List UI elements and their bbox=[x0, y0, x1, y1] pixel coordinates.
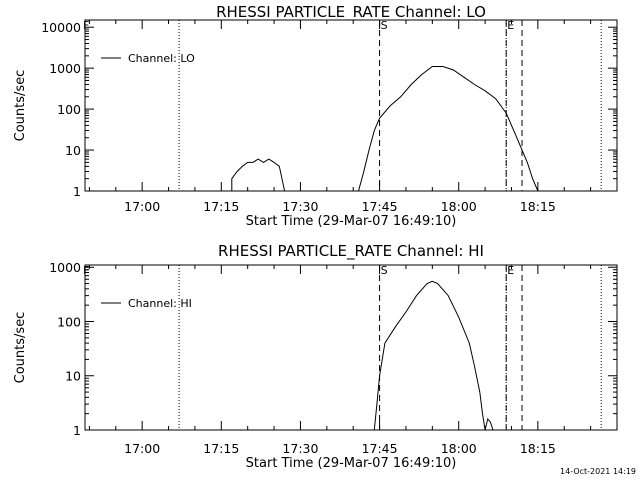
x-tick-label: 17:30 bbox=[282, 199, 318, 214]
y-tick-label: 1000 bbox=[49, 61, 81, 76]
x-tick-label: 18:15 bbox=[520, 199, 556, 214]
x-tick-label: 18:00 bbox=[441, 199, 477, 214]
x-tick-label: 17:30 bbox=[282, 441, 318, 456]
y-tick-label: 1000 bbox=[49, 260, 81, 275]
legend-entry: Channel: LO bbox=[128, 52, 195, 65]
y-tick-label: 1 bbox=[73, 184, 81, 199]
corner-marker: F bbox=[83, 264, 89, 277]
x-tick-label: 17:00 bbox=[124, 199, 160, 214]
x-tick-label: 17:45 bbox=[362, 199, 398, 214]
series-line bbox=[231, 158, 286, 192]
series-line bbox=[358, 66, 539, 192]
marker-label: E bbox=[507, 19, 514, 32]
y-tick-label: 10 bbox=[65, 143, 81, 158]
corner-marker: F bbox=[83, 19, 89, 32]
y-axis-label: Counts/sec bbox=[13, 70, 28, 142]
y-tick-label: 100 bbox=[57, 102, 81, 117]
x-tick-label: 18:15 bbox=[520, 441, 556, 456]
y-axis-label: Counts/sec bbox=[13, 312, 28, 384]
marker-label: S bbox=[381, 19, 388, 32]
x-tick-label: 17:00 bbox=[124, 441, 160, 456]
x-tick-label: 17:45 bbox=[362, 441, 398, 456]
x-tick-label: 18:00 bbox=[441, 441, 477, 456]
x-axis-label: Start Time (29-Mar-07 16:49:10) bbox=[246, 456, 457, 471]
footer-date: 14-Oct-2021 14:19 bbox=[560, 467, 636, 476]
y-tick-label: 10000 bbox=[41, 20, 81, 35]
y-tick-label: 100 bbox=[57, 314, 81, 329]
chart-panel-lo: RHESSI PARTICLE_RATE Channel: LO Start Ti… bbox=[13, 3, 618, 229]
legend-entry: Channel: HI bbox=[128, 297, 192, 310]
y-tick-label: 1 bbox=[73, 423, 81, 438]
x-tick-label: 17:15 bbox=[203, 441, 239, 456]
plot-frame bbox=[84, 264, 618, 431]
marker-label: E bbox=[507, 264, 514, 277]
chart-title: RHESSI PARTICLE_RATE Channel: HI bbox=[218, 242, 484, 261]
x-axis-label: Start Time (29-Mar-07 16:49:10) bbox=[246, 214, 457, 229]
y-tick-label: 10 bbox=[65, 369, 81, 384]
x-tick-label: 17:15 bbox=[203, 199, 239, 214]
series-line bbox=[373, 280, 486, 431]
marker-label: S bbox=[381, 264, 388, 277]
chart-title: RHESSI PARTICLE_RATE Channel: LO bbox=[216, 3, 486, 22]
plot-frame bbox=[84, 19, 618, 192]
chart-panel-hi: RHESSI PARTICLE_RATE Channel: HI Start Ti… bbox=[13, 242, 618, 471]
series-line bbox=[484, 417, 494, 431]
